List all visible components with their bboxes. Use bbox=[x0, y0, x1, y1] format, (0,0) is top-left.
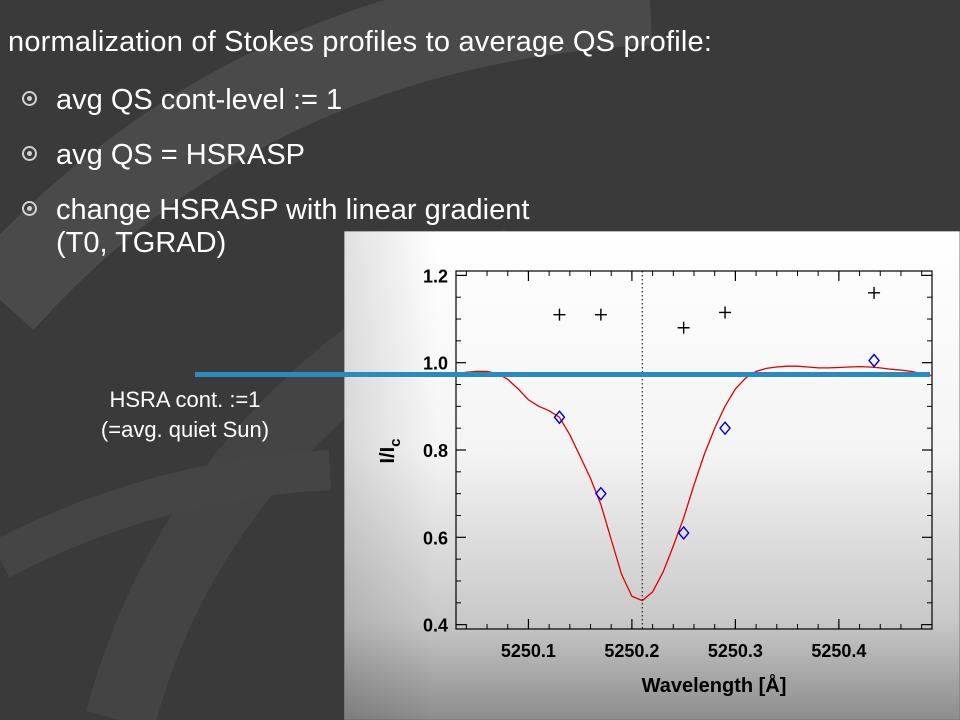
annotation-line-1: HSRA cont. :=1 bbox=[109, 387, 261, 412]
plus-marker bbox=[594, 308, 607, 321]
slide-title: normalization of Stokes profiles to aver… bbox=[8, 26, 713, 58]
plus-marker bbox=[553, 308, 566, 321]
diamond-marker bbox=[868, 353, 880, 368]
bullet-item: avg QS = HSRASP bbox=[22, 139, 722, 172]
diamond-marker bbox=[719, 421, 731, 436]
x-axis-label: Wavelength [Å] bbox=[642, 673, 787, 697]
plus-marker bbox=[719, 306, 732, 319]
y-tick-label: 0.4 bbox=[423, 616, 448, 636]
y-tick-label: 1.2 bbox=[423, 266, 448, 286]
y-axis-label-sub: c bbox=[387, 438, 404, 446]
bullet-circle-icon bbox=[22, 146, 37, 161]
bullet-item: change HSRASP with linear gradient (T0, … bbox=[22, 194, 722, 260]
x-tick-label: 5250.3 bbox=[708, 641, 763, 661]
spectral-line-plot: 5250.1 5250.2 5250.3 5250.41.21.00.80.60.4 … bbox=[344, 231, 960, 720]
bullet-text: avg QS cont-level := 1 bbox=[56, 84, 343, 116]
diamond-marker bbox=[553, 410, 566, 425]
y-tick-label: 0.6 bbox=[423, 528, 448, 548]
plus-marker bbox=[868, 286, 881, 299]
y-axis-label-main: I/I bbox=[377, 447, 399, 464]
diamond-marker bbox=[677, 525, 690, 541]
x-tick-label: 5250.4 bbox=[811, 641, 866, 661]
x-tick-label: 5250.2 bbox=[604, 641, 659, 661]
bullet-item: avg QS cont-level := 1 bbox=[22, 84, 722, 117]
annotation-line-2: (=avg. quiet Sun) bbox=[100, 417, 270, 442]
bullet-circle-icon bbox=[22, 201, 37, 216]
bullet-circle-icon bbox=[22, 91, 37, 106]
bullet-text: change HSRASP with linear gradient bbox=[56, 194, 530, 226]
bullet-list: avg QS cont-level := 1 avg QS = HSRASP c… bbox=[22, 84, 722, 282]
plus-marker bbox=[677, 321, 690, 334]
y-axis-label: I/Ic bbox=[377, 438, 404, 463]
hsra-annotation: HSRA cont. :=1 (=avg. quiet Sun) bbox=[40, 385, 330, 445]
bullet-text: avg QS = HSRASP bbox=[56, 139, 306, 171]
x-tick-label: 5250.1 bbox=[501, 641, 556, 661]
plot-shading bbox=[344, 231, 960, 720]
normalization-level-line bbox=[195, 372, 930, 377]
diamond-marker bbox=[594, 486, 607, 501]
y-tick-label: 1.0 bbox=[423, 354, 448, 374]
y-tick-label: 0.8 bbox=[423, 441, 448, 461]
bullet-text-continued: (T0, TGRAD) bbox=[56, 227, 227, 259]
fit-curve-red bbox=[455, 365, 933, 602]
